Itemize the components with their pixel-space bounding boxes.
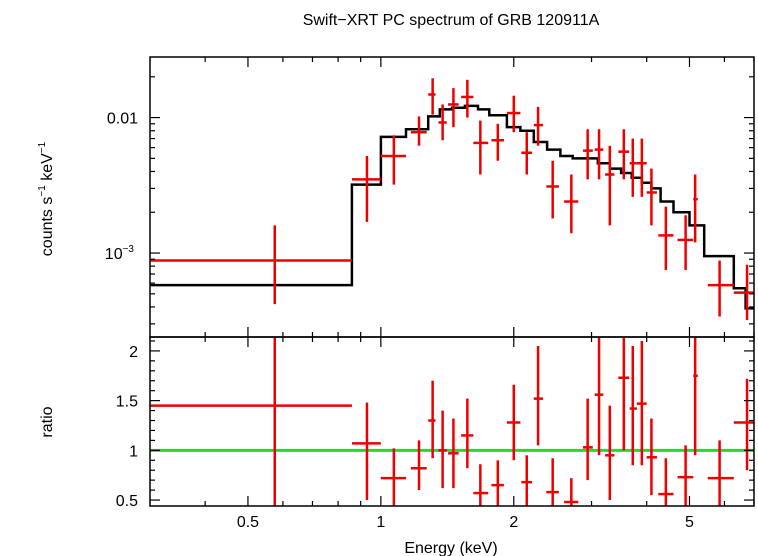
ratio-data-point — [473, 464, 489, 506]
bottom-y-tick-label: 1.5 — [116, 394, 138, 411]
top-data-point — [646, 168, 657, 226]
top-data-point — [677, 215, 694, 270]
top-data-point — [380, 135, 406, 185]
ylabel-exponent-1: −1 — [37, 185, 48, 197]
ratio-data-point — [428, 380, 436, 459]
top-data-point — [636, 138, 647, 197]
top-data-point — [351, 156, 381, 222]
bottom-panel-frame — [149, 336, 755, 507]
ratio-data-point — [461, 398, 474, 469]
ratio-data-point — [533, 345, 544, 446]
top-data-points — [150, 78, 754, 321]
ratio-data-point — [564, 478, 579, 506]
top-data-point — [428, 78, 436, 115]
tick-labels: 0.5 1 2 5 0.01 10−3 0.5 1 1.5 2 — [105, 111, 694, 531]
bottom-y-axis-label: ratio — [39, 406, 56, 437]
top-data-point — [491, 123, 504, 161]
top-data-point — [150, 225, 352, 305]
ratio-data-point — [629, 345, 637, 466]
axis-ticks — [150, 57, 755, 506]
top-data-point — [629, 138, 637, 197]
top-data-point — [733, 264, 754, 321]
model-step-line — [150, 104, 754, 310]
x-tick-label: 1 — [376, 514, 385, 531]
ratio-data-point — [677, 445, 694, 506]
top-data-point — [506, 95, 521, 133]
top-data-point — [605, 145, 615, 226]
top-data-point — [583, 129, 593, 180]
tick-label-base: 10 — [105, 246, 123, 263]
ratio-data-point — [594, 337, 604, 456]
top-data-point — [521, 132, 533, 175]
top-model-histogram — [150, 104, 754, 310]
top-data-point — [564, 174, 579, 234]
ylabel-unit: keV — [39, 153, 56, 185]
bottom-data-points — [150, 337, 754, 506]
ratio-data-point — [150, 337, 352, 506]
top-data-point — [658, 206, 674, 270]
x-axis-label: Energy (keV) — [404, 540, 497, 556]
top-y-tick-label: 10−3 — [105, 244, 135, 263]
top-data-point — [707, 260, 734, 317]
ratio-data-point — [351, 402, 381, 501]
ratio-data-point — [491, 460, 504, 506]
x-tick-label: 2 — [509, 514, 518, 531]
top-data-point — [438, 104, 447, 141]
ratio-data-point — [646, 418, 657, 496]
axes-frames — [149, 56, 755, 507]
ratio-data-point — [583, 398, 593, 481]
ratio-data-point — [521, 455, 533, 506]
chart-title: Swift−XRT PC spectrum of GRB 120911A — [303, 12, 600, 29]
tick-label-exponent: −3 — [123, 244, 135, 255]
x-tick-label: 0.5 — [237, 514, 259, 531]
ratio-data-point — [733, 378, 754, 471]
top-data-point — [594, 129, 604, 180]
top-data-point — [473, 120, 489, 175]
ratio-data-point — [636, 340, 647, 466]
ratio-data-point — [658, 458, 674, 506]
x-tick-label: 5 — [685, 514, 694, 531]
top-y-tick-label: 0.01 — [107, 111, 138, 128]
ratio-data-point — [380, 448, 406, 506]
top-data-point — [461, 79, 474, 118]
ylabel-main: counts s — [39, 197, 56, 257]
ylabel-exponent-2: −1 — [37, 141, 48, 153]
ratio-data-point — [618, 337, 630, 451]
top-data-point — [448, 88, 459, 128]
ratio-data-point — [605, 405, 615, 501]
ratio-data-point — [410, 440, 427, 491]
ratio-data-point — [693, 337, 698, 456]
top-y-axis-label: counts s−1 keV−1 — [37, 141, 56, 256]
bottom-y-tick-label: 2 — [129, 344, 138, 361]
top-panel-frame — [149, 56, 755, 338]
top-data-point — [618, 129, 630, 180]
ratio-data-point — [506, 384, 521, 461]
top-data-point — [410, 116, 427, 146]
bottom-y-tick-label: 0.5 — [116, 493, 138, 510]
ratio-data-point — [448, 418, 459, 489]
top-data-point — [693, 174, 698, 243]
ratio-data-point — [546, 458, 559, 506]
top-data-point — [546, 160, 559, 219]
ratio-data-point — [707, 440, 734, 506]
bottom-y-tick-label: 1 — [129, 443, 138, 460]
top-data-point — [533, 106, 544, 146]
ratio-data-point — [438, 410, 447, 489]
